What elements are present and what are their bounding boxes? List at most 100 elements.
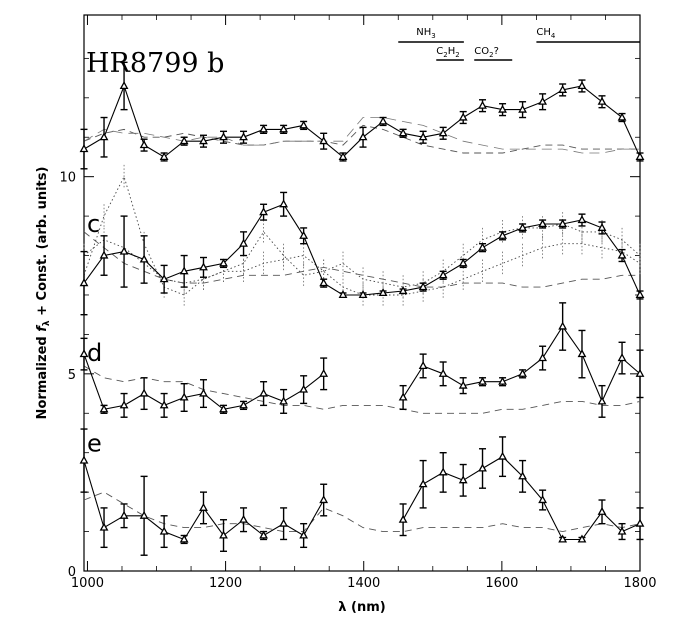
data-point xyxy=(79,144,89,153)
data-point xyxy=(199,136,208,145)
y-tick-label: 10 xyxy=(59,171,76,186)
data-point xyxy=(438,270,448,279)
series-c: c xyxy=(79,191,645,316)
band-label: CO2? xyxy=(474,46,499,59)
data-point xyxy=(139,388,149,397)
band-label: NH3 xyxy=(416,27,435,40)
data-point xyxy=(219,132,228,141)
data-point xyxy=(259,124,268,133)
data-point xyxy=(597,506,607,515)
dotted-curves xyxy=(83,164,641,307)
data-point xyxy=(219,530,228,539)
data-point xyxy=(279,124,289,133)
data-point xyxy=(239,514,248,523)
data-point xyxy=(438,128,448,137)
data-point xyxy=(597,96,607,105)
data-point xyxy=(558,219,568,228)
series-b xyxy=(79,61,645,170)
data-point xyxy=(597,222,607,231)
series-line-b xyxy=(83,84,641,158)
data-point xyxy=(378,288,388,297)
x-tick-label: 1400 xyxy=(347,576,380,591)
data-point xyxy=(498,104,507,113)
data-point xyxy=(538,96,548,105)
data-point xyxy=(398,514,408,523)
data-point xyxy=(617,526,627,535)
data-point xyxy=(179,534,189,543)
data-point xyxy=(498,376,507,385)
data-point xyxy=(558,321,568,330)
data-point xyxy=(418,361,428,370)
data-point xyxy=(635,368,645,377)
data-point xyxy=(119,400,129,409)
data-point xyxy=(239,132,248,141)
data-point xyxy=(558,84,568,93)
data-point xyxy=(319,368,329,377)
data-point xyxy=(79,349,89,358)
data-point xyxy=(538,495,548,504)
x-tick-label: 1800 xyxy=(623,576,656,591)
data-point xyxy=(299,384,309,393)
data-point xyxy=(398,128,408,137)
data-point xyxy=(279,518,289,527)
data-point xyxy=(358,132,368,141)
data-point xyxy=(558,534,568,543)
data-point xyxy=(538,219,548,228)
data-point xyxy=(458,475,468,484)
data-series: c d e xyxy=(79,61,645,556)
data-point xyxy=(635,152,645,161)
data-point xyxy=(199,502,208,511)
band-label: CH4 xyxy=(536,27,556,40)
data-point xyxy=(597,396,607,405)
band-label: C2H2 xyxy=(436,46,459,59)
data-point xyxy=(418,479,428,488)
model-curve-c xyxy=(83,231,640,288)
data-point xyxy=(99,250,109,259)
data-point xyxy=(577,215,587,224)
data-point xyxy=(119,246,129,255)
data-point xyxy=(159,400,169,409)
data-point xyxy=(498,230,507,239)
data-point xyxy=(239,400,248,409)
data-point xyxy=(279,199,289,208)
data-point xyxy=(518,104,527,113)
data-point xyxy=(119,510,129,519)
data-point xyxy=(498,451,507,460)
data-point xyxy=(338,152,348,161)
data-point xyxy=(518,368,527,377)
data-point xyxy=(635,290,645,299)
dotted-curve-c xyxy=(83,175,641,296)
data-point xyxy=(199,262,208,271)
y-tick-label: 0 xyxy=(68,565,76,580)
y-axis-label: Normalized fλ + Const. (arb. units) xyxy=(35,167,52,420)
data-point xyxy=(319,495,329,504)
data-point xyxy=(398,392,408,401)
data-point xyxy=(139,510,149,519)
data-point xyxy=(418,132,428,141)
model-curves xyxy=(83,117,641,533)
data-point xyxy=(79,278,89,287)
series-d: d xyxy=(79,302,645,418)
data-point xyxy=(159,274,169,283)
model-curve-e xyxy=(83,491,641,533)
data-point xyxy=(458,258,468,267)
data-point xyxy=(119,81,129,90)
data-point xyxy=(139,140,149,149)
data-point xyxy=(159,526,169,535)
data-point xyxy=(617,353,627,362)
data-point xyxy=(179,392,189,401)
series-e: e xyxy=(79,428,645,556)
dotted2-curve-c xyxy=(83,239,641,296)
data-point xyxy=(259,388,268,397)
data-point xyxy=(199,388,208,397)
data-point xyxy=(159,152,169,161)
data-point xyxy=(458,112,468,121)
model-curve-alt-b xyxy=(83,117,640,154)
series-label-d: d xyxy=(87,339,102,367)
data-point xyxy=(179,266,189,275)
data-point xyxy=(179,136,189,145)
data-point xyxy=(219,258,228,267)
data-point xyxy=(139,254,149,263)
data-point xyxy=(99,404,109,413)
